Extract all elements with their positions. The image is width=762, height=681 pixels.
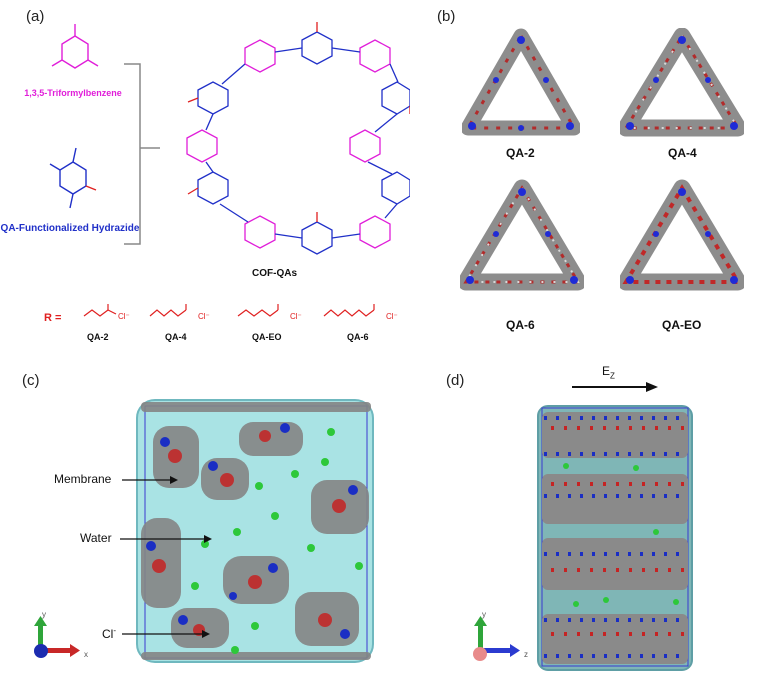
aldehyde-node-right — [349, 129, 381, 163]
membrane-arrow — [122, 476, 178, 484]
r-group-structure-qa6 — [323, 304, 375, 317]
reaction-bracket — [124, 63, 160, 245]
pore-caption-qa2: QA-2 — [506, 146, 535, 160]
chloride-arrow — [122, 630, 210, 638]
pore-caption-qa6: QA-6 — [506, 318, 535, 332]
axis-label-x-c: x — [84, 650, 88, 659]
axis-label-z-d: z — [524, 650, 528, 659]
pore-model-qa4 — [620, 28, 744, 137]
field-direction-arrow — [572, 382, 658, 392]
chloride-label-charge: - — [113, 626, 117, 635]
counter-ion-qa4: Cl⁻ — [198, 312, 210, 321]
monomer2-label: QA-Functionalized Hydrazide — [0, 223, 140, 234]
r-group-structure-qa4 — [149, 304, 187, 317]
axes-triad-yz — [473, 616, 520, 661]
water-label: Water — [80, 531, 112, 545]
monomer1-label: 1,3,5-Triformylbenzene — [24, 88, 122, 98]
triformylbenzene-structure — [51, 24, 99, 69]
aldehyde-node-bottom-left — [244, 215, 276, 249]
r-group-structure-qaeo — [237, 304, 279, 317]
panel-label-c: (c) — [22, 372, 40, 389]
panel-label-a: (a) — [26, 8, 45, 25]
hydrazide-node-upper-left — [197, 81, 229, 115]
counter-ion-qa6: Cl⁻ — [386, 312, 398, 321]
pore-caption-qa4: QA-4 — [668, 146, 697, 160]
hydrazide-structure — [49, 147, 97, 209]
field-label: EZ — [602, 364, 615, 380]
axes-triad-xy — [34, 616, 80, 658]
aldehyde-node-top-right — [359, 39, 391, 73]
hydrazide-node-upper-right — [381, 81, 410, 115]
r-group-label-qaeo: QA-EO — [252, 332, 282, 342]
pore-model-qa2 — [462, 28, 580, 136]
cof-qa-structure — [186, 22, 410, 255]
panel-a: 1,3,5-Triformylbenzene QA-Functionalized… — [0, 0, 430, 350]
field-label-sub: Z — [610, 371, 615, 381]
r-group-label-qa4: QA-4 — [165, 332, 187, 342]
aldehyde-node-top-left — [244, 39, 276, 73]
simulation-box-xy — [136, 399, 374, 663]
pore-model-qa6 — [460, 179, 584, 291]
panel-c: Membrane Water Cl- y x — [0, 360, 420, 681]
pore-model-qaeo — [620, 179, 744, 291]
r-group-label-qa6: QA-6 — [347, 332, 369, 342]
aldehyde-node-left — [186, 129, 218, 163]
panel-label-b: (b) — [437, 8, 456, 25]
field-label-e: E — [602, 364, 611, 378]
cof-qa-label: COF-QAs — [252, 268, 297, 279]
panel-b: QA-2 QA-4 QA-6 QA-EO — [440, 0, 762, 350]
hydrazide-node-top — [301, 31, 333, 65]
aldehyde-node-bottom-right — [359, 215, 391, 249]
simulation-box-yz — [537, 405, 693, 671]
counter-ion-qaeo: Cl⁻ — [290, 312, 302, 321]
water-arrow — [120, 535, 212, 543]
counter-ion-qa2: Cl⁻ — [118, 312, 130, 321]
hydrazide-node-lower-right — [381, 171, 410, 205]
axis-label-y-c: y — [42, 610, 46, 619]
r-prefix: R = — [44, 312, 62, 324]
membrane-label: Membrane — [54, 472, 112, 486]
chloride-label: Cl- — [102, 626, 116, 641]
r-group-structure-qa2 — [83, 304, 117, 317]
panel-d: EZ — [440, 360, 762, 681]
pore-caption-qaeo: QA-EO — [662, 318, 702, 332]
hydrazide-node-bottom — [301, 221, 333, 255]
panel-label-d: (d) — [446, 372, 465, 389]
chloride-label-text: Cl — [102, 627, 114, 641]
hydrazide-node-lower-left — [197, 171, 229, 205]
axis-label-y-d: y — [482, 610, 486, 619]
r-group-label-qa2: QA-2 — [87, 332, 109, 342]
